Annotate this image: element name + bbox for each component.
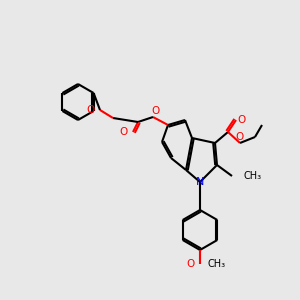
Text: CH₃: CH₃ <box>244 171 262 181</box>
Text: CH₃: CH₃ <box>208 259 226 269</box>
Text: N: N <box>196 177 204 187</box>
Text: O: O <box>120 127 128 137</box>
Text: O: O <box>87 105 95 115</box>
Text: O: O <box>187 259 195 269</box>
Text: O: O <box>237 115 245 125</box>
Text: O: O <box>236 132 244 142</box>
Text: O: O <box>151 106 159 116</box>
